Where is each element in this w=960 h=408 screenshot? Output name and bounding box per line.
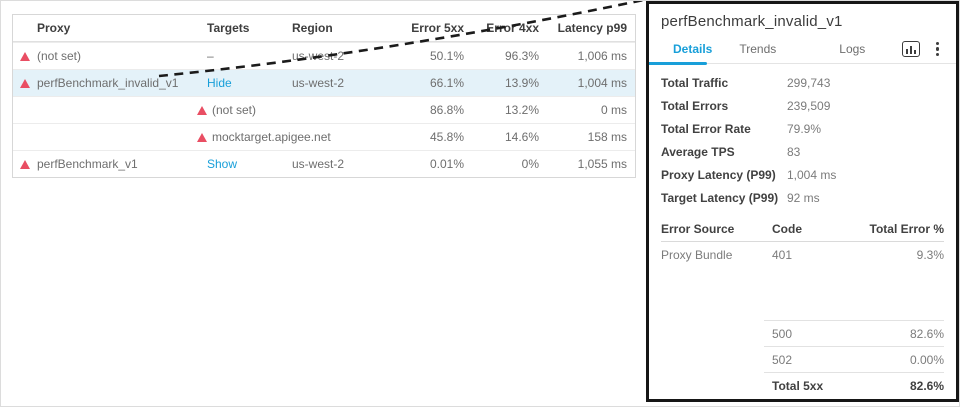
proxy-name: perfBenchmark_invalid_v1 <box>37 76 179 90</box>
error4xx-cell: 13.9% <box>504 76 539 90</box>
table-row-perfbenchmark-invalid-v1[interactable]: perfBenchmark_invalid_v1 Hide us-west-2 … <box>13 69 635 96</box>
error-source-table: Error Source Code Total Error % Proxy Bu… <box>661 216 944 398</box>
proxy-table-header: Proxy Targets Region Error 5xx Error 4xx… <box>13 15 635 42</box>
proxy-table: Proxy Targets Region Error 5xx Error 4xx… <box>12 14 636 178</box>
column-header-latency: Latency p99 <box>557 21 627 35</box>
bar-chart-icon[interactable] <box>901 41 920 57</box>
tab-details[interactable]: Details <box>673 42 713 56</box>
tab-logs[interactable]: Logs <box>839 42 866 56</box>
error-source-column-header: Error Source <box>661 221 735 236</box>
table-row-target-mocktarget[interactable]: mocktarget.apigee.net 45.8% 14.6% 158 ms <box>13 123 635 150</box>
proxy-detail-panel: perfBenchmark_invalid_v1 Details Trends … <box>646 1 959 402</box>
active-tab-underline <box>649 62 707 65</box>
column-header-error4xx: Error 4xx <box>486 21 539 35</box>
error-row-502: 502 0.00% <box>764 346 944 372</box>
error4xx-cell: 14.6% <box>504 130 539 144</box>
alert-triangle-icon <box>20 51 30 61</box>
show-targets-link[interactable]: Show <box>207 157 238 171</box>
latency-cell: 1,055 ms <box>577 157 627 171</box>
proxy-name: perfBenchmark_v1 <box>37 157 138 171</box>
target-name: (not set) <box>212 103 257 117</box>
targets-cell: – <box>207 49 214 63</box>
error5xx-cell: 66.1% <box>429 76 464 90</box>
alert-triangle-icon <box>197 132 207 142</box>
hide-targets-link[interactable]: Hide <box>207 76 232 90</box>
stat-total-errors: Total Errors 239,509 <box>661 99 831 113</box>
stat-total-error-rate: Total Error Rate 79.9% <box>661 122 822 136</box>
alert-triangle-icon <box>20 78 30 88</box>
error-row-500: 500 82.6% <box>764 320 944 346</box>
latency-cell: 0 ms <box>600 103 627 117</box>
error5xx-cell: 0.01% <box>429 157 464 171</box>
latency-cell: 1,004 ms <box>577 76 627 90</box>
code-column-header: Code <box>772 221 802 236</box>
stat-average-tps: Average TPS 83 <box>661 145 801 159</box>
error4xx-cell: 96.3% <box>504 49 539 63</box>
column-header-targets: Targets <box>207 21 250 35</box>
stats-list: Total Traffic 299,743 Total Errors 239,5… <box>661 77 944 205</box>
error-row-total-5xx: Total 5xx 82.6% <box>764 372 944 398</box>
error5xx-cell: 45.8% <box>429 130 464 144</box>
alert-triangle-icon <box>197 105 207 115</box>
error-table-header: Error Source Code Total Error % <box>661 216 944 242</box>
region-cell: us-west-2 <box>292 49 345 63</box>
kebab-menu-icon[interactable] <box>933 41 942 58</box>
error-table-blank-gap <box>661 268 944 320</box>
table-row-perfbenchmark-v1[interactable]: perfBenchmark_v1 Show us-west-2 0.01% 0%… <box>13 150 635 177</box>
panel-title: perfBenchmark_invalid_v1 <box>661 13 843 30</box>
target-name: mocktarget.apigee.net <box>212 130 331 144</box>
latency-cell: 158 ms <box>587 130 627 144</box>
panel-tabs: Details Trends Logs <box>661 37 944 61</box>
column-header-proxy: Proxy <box>37 21 71 35</box>
stat-total-traffic: Total Traffic 299,743 <box>661 76 831 90</box>
tabs-divider <box>649 63 956 64</box>
tab-trends[interactable]: Trends <box>739 42 777 56</box>
error5xx-cell: 50.1% <box>429 49 464 63</box>
table-row-not-set[interactable]: (not set) – us-west-2 50.1% 96.3% 1,006 … <box>13 42 635 69</box>
stat-proxy-latency: Proxy Latency (P99) 1,004 ms <box>661 168 837 182</box>
stat-target-latency: Target Latency (P99) 92 ms <box>661 191 820 205</box>
error4xx-cell: 13.2% <box>504 103 539 117</box>
error-row-proxy-bundle-401: Proxy Bundle 401 9.3% <box>661 248 944 262</box>
error4xx-cell: 0% <box>521 157 539 171</box>
region-cell: us-west-2 <box>292 76 345 90</box>
column-header-error5xx: Error 5xx <box>411 21 464 35</box>
column-header-region: Region <box>292 21 333 35</box>
proxy-name: (not set) <box>37 49 82 63</box>
total-error-pct-column-header: Total Error % <box>869 221 944 236</box>
table-row-target-not-set[interactable]: (not set) 86.8% 13.2% 0 ms <box>13 96 635 123</box>
region-cell: us-west-2 <box>292 157 345 171</box>
error5xx-cell: 86.8% <box>429 103 464 117</box>
alert-triangle-icon <box>20 159 30 169</box>
latency-cell: 1,006 ms <box>577 49 627 63</box>
